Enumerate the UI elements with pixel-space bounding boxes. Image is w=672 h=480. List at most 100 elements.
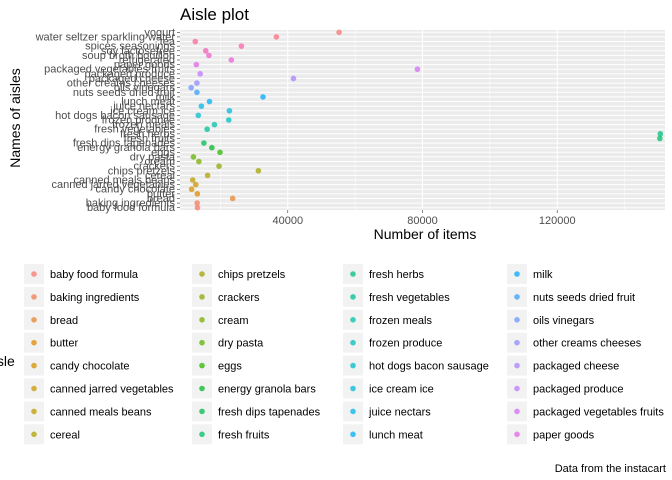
legend-label: fresh vegetables: [369, 292, 450, 304]
data-point: [192, 181, 199, 188]
legend-label: cream: [218, 315, 249, 327]
data-point: [225, 117, 232, 123]
y-tick-label: tea: [160, 36, 176, 48]
y-tick-label: water seltzer sparkling water: [35, 31, 176, 43]
legend-key-point: [350, 294, 356, 300]
legend-key-point: [31, 294, 37, 300]
x-tick-labels: 40000 80000 120000: [272, 210, 576, 227]
y-tick-label: frozen meals: [112, 119, 175, 131]
data-point: [193, 61, 200, 68]
chart-title: Aisle plot: [180, 5, 249, 24]
y-tick-label: spices seasonings: [85, 41, 175, 53]
y-tick-label: packaged produce: [84, 68, 175, 80]
legend-key-point: [199, 271, 205, 277]
y-tick-label: refrigerated: [119, 55, 175, 67]
legend-label: candy chocolate: [50, 361, 130, 373]
legend-label: chips pretzels: [218, 269, 286, 281]
x-tick-label: 120000: [539, 215, 576, 227]
data-point: [216, 163, 222, 169]
data-point: [189, 177, 196, 183]
y-tick-label: canned meals beans: [73, 175, 175, 187]
legend-key-point: [31, 385, 37, 392]
legend-key-point: [350, 431, 356, 438]
y-tick-label: oils vinegars: [114, 82, 176, 94]
legend-key-point: [350, 271, 356, 277]
data-points: [188, 29, 664, 211]
data-point: [194, 89, 200, 96]
legend-key-point: [514, 408, 520, 415]
data-point: [198, 103, 205, 109]
legend-label: fresh fruits: [218, 429, 270, 441]
y-tick-label: other creams cheeses: [67, 78, 176, 90]
data-point: [229, 195, 236, 202]
y-tick-label: hot dogs bacon sausage: [55, 110, 175, 122]
data-point: [194, 200, 200, 206]
legend-label: crackers: [218, 292, 260, 304]
data-point: [194, 191, 201, 197]
data-point: [657, 135, 663, 142]
y-tick-label: fresh dips tapenades: [73, 138, 176, 150]
data-point: [414, 66, 421, 73]
plot-panel: [180, 30, 665, 210]
y-tick-label: energy granola bars: [77, 142, 175, 154]
y-tick-label: lunch meat: [121, 96, 175, 108]
data-point: [194, 80, 200, 86]
x-tick-label: 80000: [407, 215, 438, 227]
legend-label: baby food formula: [50, 269, 139, 281]
legend-key-point: [350, 385, 356, 392]
y-tick-label: frozen produce: [102, 115, 175, 127]
legend-key-point: [514, 294, 520, 300]
legend-key-point: [199, 294, 205, 300]
legend-key-point: [514, 271, 520, 277]
y-tick-label: canned jarred vegetables: [51, 179, 175, 191]
data-point: [204, 126, 210, 133]
legend-label: butter: [50, 338, 78, 350]
y-tick-label: candy chocolate: [96, 184, 176, 196]
legend-key-point: [31, 431, 37, 438]
data-point: [192, 38, 199, 45]
legend-label: milk: [533, 269, 553, 281]
data-point: [194, 204, 201, 211]
legend-label: fresh dips tapenades: [218, 406, 321, 418]
data-point: [228, 57, 235, 63]
legend-key-point: [199, 339, 205, 346]
y-tick-label: soup broth bouillon: [82, 50, 175, 62]
legend-key-point: [199, 408, 205, 415]
legend-label: energy granola bars: [218, 384, 316, 396]
data-point: [201, 140, 207, 146]
legend-label: bread: [50, 315, 78, 327]
y-tick-label: packaged cheese: [89, 73, 175, 85]
y-tick-label: soy lactosefree: [101, 45, 175, 57]
data-point: [188, 84, 194, 91]
legend-label: oils vinegars: [533, 315, 595, 327]
data-point: [211, 121, 218, 128]
legend-key-point: [199, 362, 205, 369]
legend-label: packaged cheese: [533, 361, 619, 373]
y-tick-label: packaged vegetables fruits: [44, 64, 175, 76]
y-tick-label: nuts seeds dried fruit: [73, 87, 175, 99]
legend-label: dry pasta: [218, 338, 264, 350]
data-point: [238, 43, 245, 49]
legend-key-point: [350, 339, 356, 346]
data-point: [260, 94, 266, 100]
legend-label: canned meals beans: [50, 406, 152, 418]
y-tick-label: yogurt: [144, 27, 175, 39]
y-tick-label: dry pasta: [130, 151, 176, 163]
legend-key-point: [199, 431, 205, 438]
data-point: [188, 186, 195, 193]
legend-label: other creams cheeses: [533, 338, 642, 350]
legend-label: frozen produce: [369, 338, 442, 350]
legend-label: fresh herbs: [369, 269, 425, 281]
data-point: [255, 167, 262, 174]
data-point: [273, 34, 280, 40]
data-point: [209, 144, 215, 151]
data-point: [657, 131, 664, 137]
legend-key-point: [31, 362, 37, 369]
legend-key-point: [31, 408, 37, 415]
y-tick-label: crackers: [133, 161, 175, 173]
y-tick-label: cereal: [145, 170, 175, 182]
legend-label: juice nectars: [368, 406, 431, 418]
legend-label: ice cream ice: [369, 384, 434, 396]
y-tick-label: butter: [147, 188, 175, 200]
